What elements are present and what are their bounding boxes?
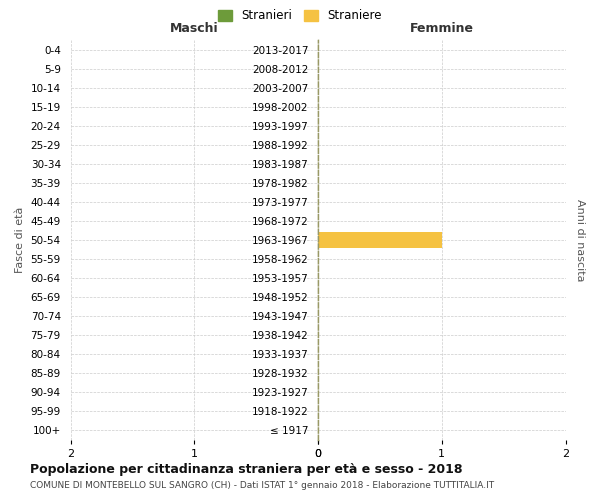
Title: Maschi: Maschi bbox=[170, 22, 218, 35]
Y-axis label: Fasce di età: Fasce di età bbox=[15, 207, 25, 273]
Bar bbox=[318, 232, 442, 248]
Title: Femmine: Femmine bbox=[410, 22, 474, 35]
Text: Popolazione per cittadinanza straniera per età e sesso - 2018: Popolazione per cittadinanza straniera p… bbox=[30, 462, 463, 475]
Legend: Stranieri, Straniere: Stranieri, Straniere bbox=[214, 6, 386, 26]
Text: COMUNE DI MONTEBELLO SUL SANGRO (CH) - Dati ISTAT 1° gennaio 2018 - Elaborazione: COMUNE DI MONTEBELLO SUL SANGRO (CH) - D… bbox=[30, 481, 494, 490]
Y-axis label: Anni di nascita: Anni di nascita bbox=[575, 198, 585, 281]
